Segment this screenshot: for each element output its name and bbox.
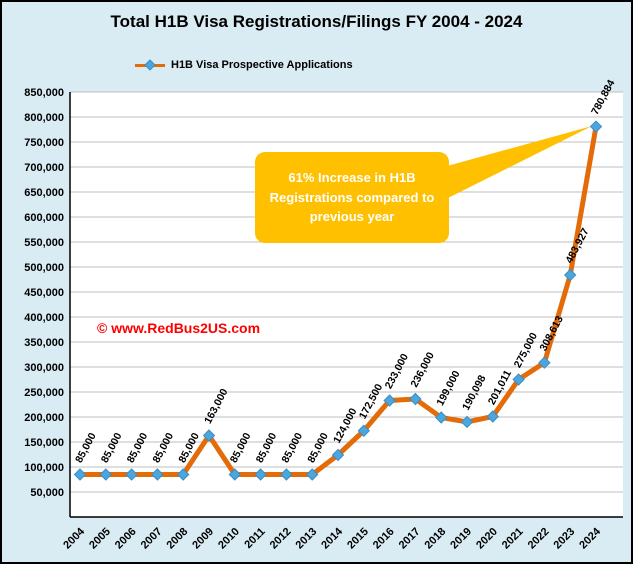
data-point-marker — [228, 468, 242, 481]
data-point-marker — [176, 468, 190, 481]
x-tick-label: 2019 — [448, 526, 474, 552]
x-tick-label: 2008 — [165, 526, 191, 552]
y-tick-label: 650,000 — [24, 187, 64, 199]
x-tick-label: 2017 — [397, 526, 423, 552]
data-point-marker — [202, 429, 216, 442]
x-tick-label: 2004 — [61, 525, 87, 551]
data-point-marker — [589, 120, 603, 133]
x-tick-label: 2013 — [294, 526, 320, 552]
data-point-marker — [331, 448, 345, 462]
data-point-marker — [538, 356, 551, 369]
x-tick-label: 2016 — [371, 526, 397, 552]
y-tick-label: 700,000 — [24, 162, 64, 174]
data-point-marker — [434, 411, 448, 424]
y-tick-label: 50,000 — [30, 487, 64, 499]
legend-label: H1B Visa Prospective Applications — [171, 59, 353, 71]
data-point-marker — [563, 268, 577, 282]
x-tick-label: 2010 — [216, 526, 242, 552]
y-tick-label: 600,000 — [24, 212, 64, 224]
data-point-marker — [486, 410, 500, 423]
x-tick-label: 2022 — [526, 526, 552, 552]
legend-marker-icon — [135, 59, 165, 71]
y-tick-label: 300,000 — [24, 362, 64, 374]
data-point-marker — [151, 468, 164, 481]
y-tick-label: 400,000 — [24, 312, 64, 324]
callout-pointer — [440, 126, 592, 202]
y-tick-label: 750,000 — [24, 137, 64, 149]
x-tick-label: 2020 — [474, 526, 500, 552]
data-point-marker — [460, 415, 474, 429]
y-tick-label: 250,000 — [24, 387, 64, 399]
x-tick-label: 2007 — [139, 526, 165, 552]
chart-title: Total H1B Visa Registrations/Filings FY … — [110, 12, 523, 31]
data-point-marker — [409, 392, 422, 406]
x-tick-label: 2012 — [268, 526, 294, 552]
x-tick-label: 2024 — [577, 525, 603, 551]
x-tick-label: 2015 — [345, 526, 371, 552]
x-tick-label: 2011 — [242, 526, 267, 551]
data-point-marker — [383, 394, 396, 407]
y-tick-label: 350,000 — [24, 337, 64, 349]
data-point-marker — [305, 468, 319, 481]
x-tick-label: 2006 — [113, 526, 139, 552]
data-point-marker — [280, 468, 293, 481]
x-tick-label: 2014 — [319, 525, 345, 551]
x-tick-label: 2009 — [190, 526, 216, 552]
y-tick-label: 150,000 — [24, 437, 64, 449]
y-tick-label: 100,000 — [24, 462, 64, 474]
y-tick-label: 500,000 — [24, 262, 64, 274]
y-tick-label: 850,000 — [24, 87, 64, 99]
y-tick-label: 450,000 — [24, 287, 64, 299]
data-point-marker — [254, 468, 267, 481]
x-tick-label: 2023 — [552, 526, 578, 552]
y-tick-label: 200,000 — [24, 412, 64, 424]
callout: 61% Increase in H1B Registrations compar… — [255, 152, 449, 243]
data-point-marker — [512, 373, 525, 386]
data-point-marker — [73, 468, 87, 481]
data-point-marker — [357, 424, 371, 437]
y-tick-label: 550,000 — [24, 237, 64, 249]
legend: H1B Visa Prospective Applications — [135, 59, 353, 71]
watermark: © www.RedBus2US.com — [97, 320, 261, 336]
data-point-marker — [99, 468, 113, 481]
y-tick-label: 800,000 — [24, 112, 64, 124]
data-point-marker — [125, 468, 138, 481]
x-tick-label: 2005 — [87, 526, 113, 552]
x-tick-label: 2018 — [423, 526, 449, 552]
x-tick-label: 2021 — [500, 526, 526, 552]
